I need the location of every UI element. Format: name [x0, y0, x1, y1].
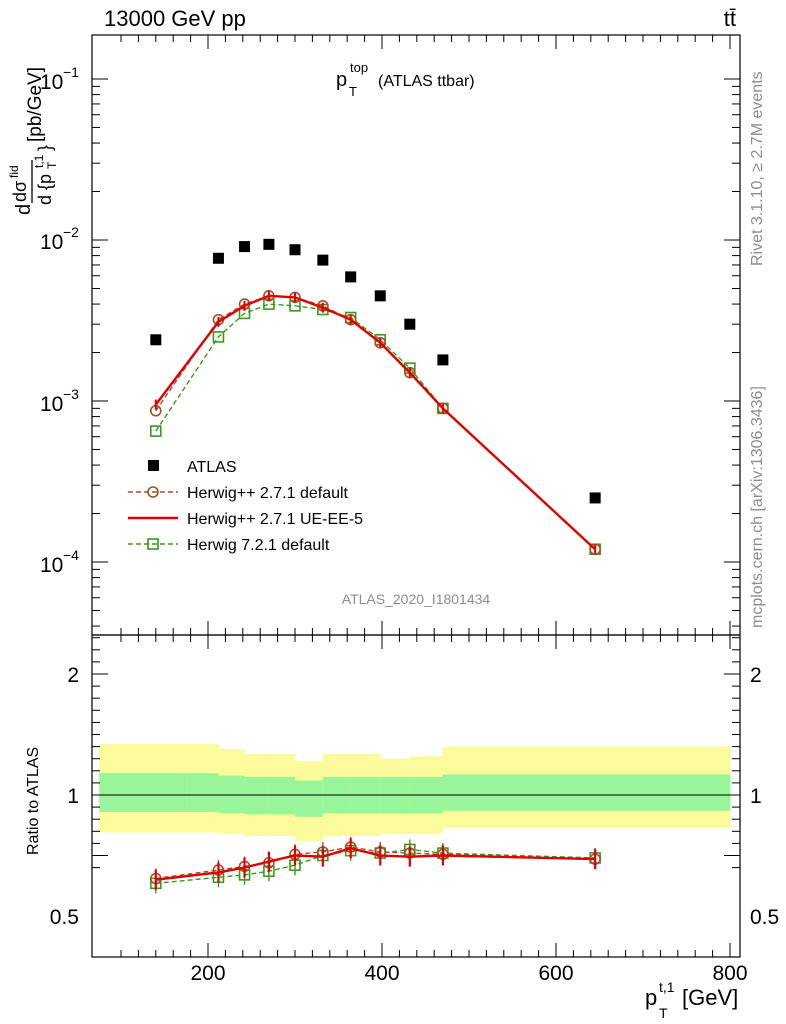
main-y-axis-label: d dσ fid d {p T t,1 } [pb/GeV] — [7, 67, 59, 215]
main-series-layer — [150, 238, 601, 556]
x-tick-600: 600 — [538, 962, 573, 985]
x-tick-labels: 200 400 600 800 — [190, 962, 747, 985]
ratio-y-tick-2-right: 2 — [750, 664, 762, 687]
ratio-inner-band-bin — [442, 774, 731, 811]
legend-entry-3-marker — [147, 538, 159, 550]
y-tick-label-1e-2: 10 — [40, 231, 63, 254]
x-tick-800: 800 — [712, 962, 747, 985]
legend-entry-1-marker — [147, 486, 159, 498]
y-tick-label-1e-1-exp: −1 — [63, 64, 79, 80]
y-axis-label-denominator-sup: t,1 — [32, 154, 46, 168]
main-series-0-point — [437, 354, 449, 366]
x-tick-400: 400 — [364, 962, 399, 985]
ratio-y-axis-label: Ratio to ATLAS — [25, 747, 42, 855]
main-series-0-point — [150, 334, 162, 346]
main-series-0-point — [404, 318, 416, 330]
main-series-0-point — [317, 254, 329, 266]
x-axis-label-unit: [GeV] — [682, 985, 738, 1010]
ratio-y-tick-0.5: 0.5 — [50, 906, 79, 929]
main-series-0-point — [374, 290, 386, 302]
main-series-0-point — [239, 241, 251, 253]
ratio-inner-band-bin — [244, 776, 270, 815]
main-y-tick-labels: 10 −1 10 −2 10 −3 10 −4 — [40, 64, 79, 577]
x-axis-label-sup: t,1 — [659, 979, 675, 995]
rivet-version-label: Rivet 3.1.10, ≥ 2.7M events — [749, 71, 766, 266]
title-main: p — [336, 69, 347, 91]
process-label: tt̄ — [724, 6, 736, 31]
main-series-0-point — [263, 238, 275, 250]
legend-entry-3-label: Herwig 7.2.1 default — [187, 537, 330, 554]
ratio-series-layer — [150, 837, 601, 894]
y-tick-label-1e-3-exp: −3 — [63, 386, 79, 402]
legend: ATLAS Herwig++ 2.7.1 default Herwig++ 2.7.… — [128, 459, 363, 554]
y-axis-label-denominator: d {p — [35, 174, 55, 205]
ratio-inner-band-bin — [295, 780, 324, 817]
legend-entry-0-marker — [148, 460, 159, 471]
x-axis-label-main: p — [645, 985, 657, 1010]
x-tick-200: 200 — [190, 962, 225, 985]
main-series-0-point — [345, 271, 357, 283]
ratio-plot-frame — [91, 634, 741, 958]
y-axis-label-d: d — [13, 204, 35, 215]
main-series-3-point — [150, 425, 162, 437]
y-tick-label-1e-4-exp: −4 — [63, 547, 79, 563]
mcplots-source-label: mcplots.cern.ch [arXiv:1306.3436] — [749, 386, 766, 628]
legend-entry-0-label: ATLAS — [187, 459, 237, 476]
y-tick-label-1e-3: 10 — [40, 393, 63, 416]
title-tail: (ATLAS ttbar) — [378, 73, 475, 90]
ratio-inner-band-bin — [186, 773, 219, 812]
main-plot-title: p top T (ATLAS ttbar) — [336, 60, 475, 99]
y-tick-label-1e-2-exp: −2 — [63, 224, 79, 240]
legend-entry-2-label: Herwig++ 2.7.1 UE-EE-5 — [187, 511, 363, 528]
x-axis-label-sub: T — [659, 1005, 668, 1021]
ratio-inner-band-bin — [268, 776, 296, 815]
energy-label: 13000 GeV pp — [104, 6, 246, 31]
y-axis-label-unit: [pb/GeV] — [25, 67, 46, 142]
axis-ticks — [92, 35, 740, 957]
main-series-0-point — [289, 244, 301, 256]
main-series-3-point — [212, 331, 225, 343]
y-axis-label-denominator-close: } — [35, 145, 55, 151]
legend-entry-1-label: Herwig++ 2.7.1 default — [187, 485, 349, 502]
ratio-y-tick-0.5-right: 0.5 — [750, 906, 779, 929]
ratio-uncertainty-bands — [99, 744, 731, 841]
title-sub: T — [349, 84, 357, 99]
ratio-inner-band-bin — [99, 773, 187, 812]
ratio-y-tick-labels: 2 1 0.5 2 1 0.5 — [50, 664, 779, 929]
main-series-0-point — [589, 492, 601, 504]
y-axis-label-numerator: dσ — [10, 181, 30, 202]
ratio-y-tick-1: 1 — [67, 785, 79, 808]
analysis-id-label: ATLAS_2020_I1801434 — [342, 591, 491, 607]
main-series-0-point — [212, 252, 224, 264]
ratio-inner-band-bin — [218, 775, 246, 814]
ratio-y-tick-2: 2 — [67, 664, 79, 687]
x-axis-label: p t,1 T [GeV] — [645, 979, 738, 1021]
y-axis-label-denominator-sub: T — [45, 161, 59, 169]
y-tick-label-1e-4: 10 — [40, 554, 63, 577]
ratio-y-tick-1-right: 1 — [750, 785, 762, 808]
y-tick-label-1e-1: 10 — [40, 71, 63, 94]
title-sup: top — [350, 60, 368, 75]
y-axis-label-numerator-sup: fid — [7, 165, 21, 178]
